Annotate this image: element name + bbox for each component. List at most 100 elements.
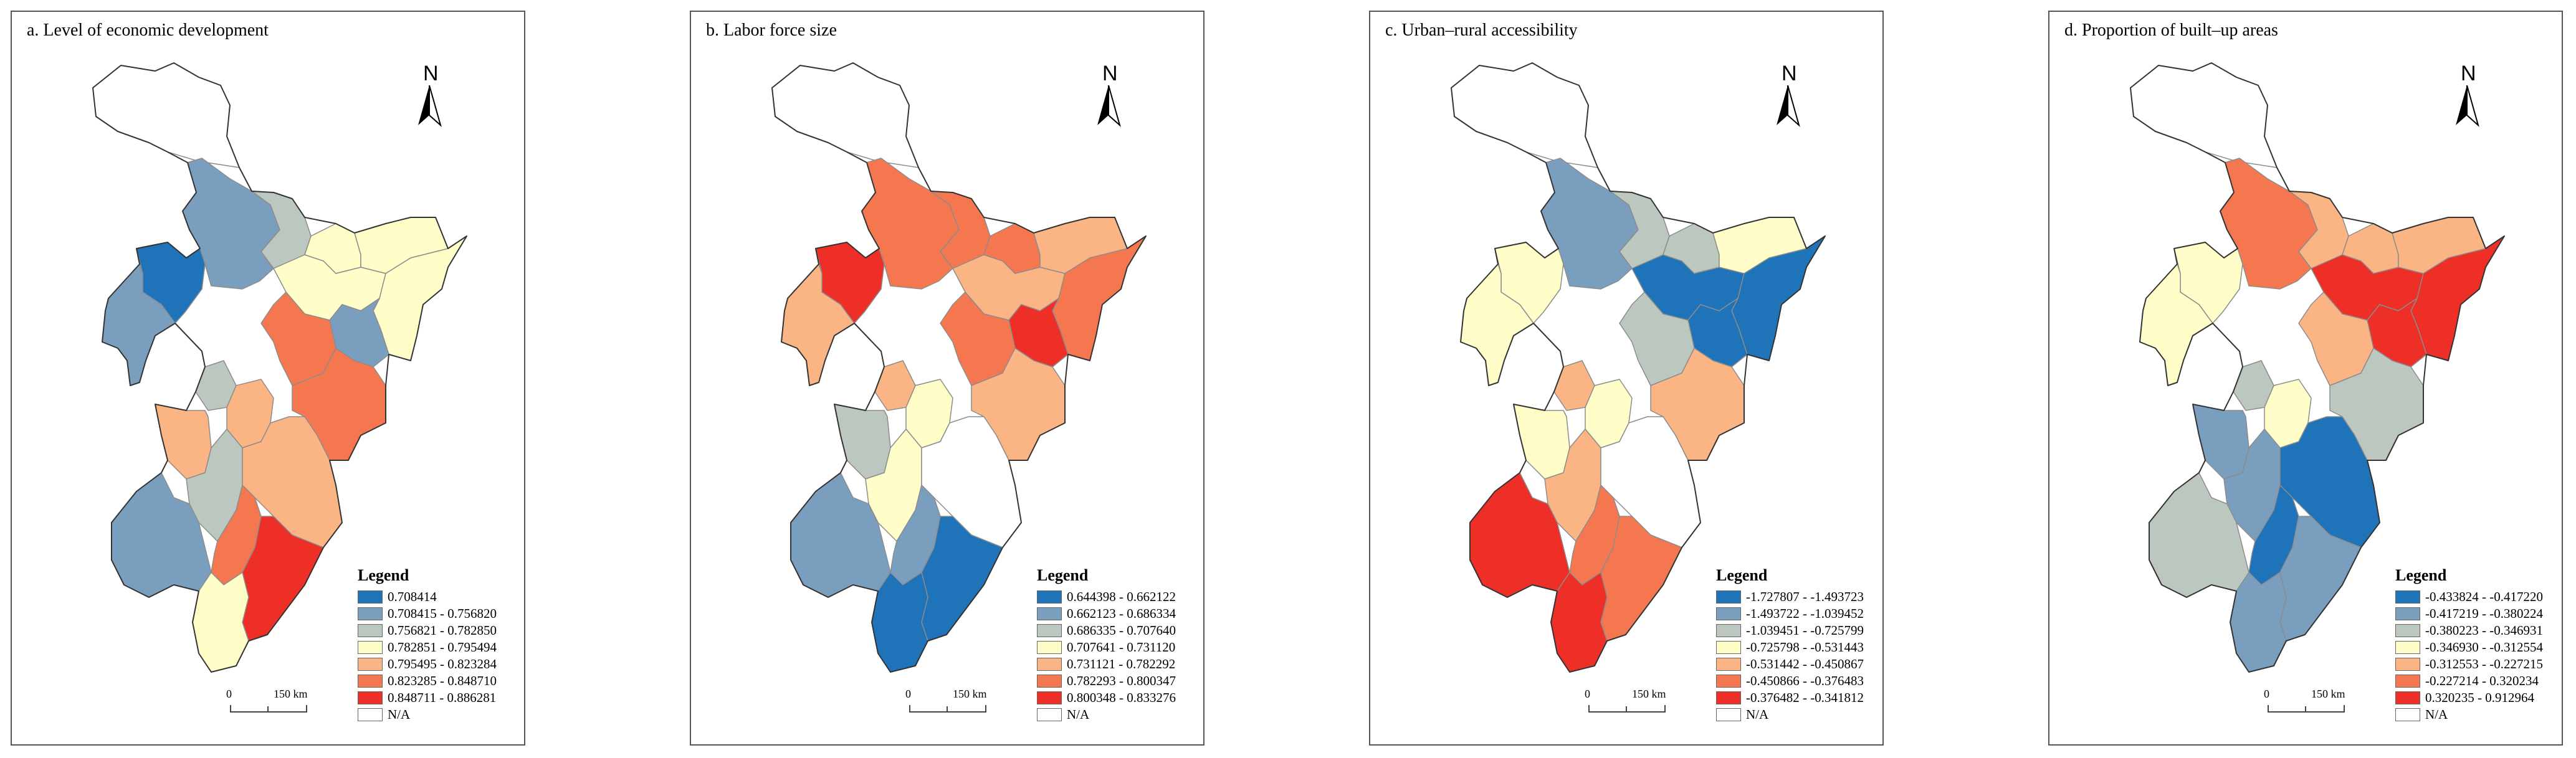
panel-title-c: c. Urban–rural accessibility [1385,21,1578,40]
legend-label: 0.686335 - 0.707640 [1067,623,1176,638]
north-arrow: N [2451,62,2489,143]
legend-label: 0.708415 - 0.756820 [388,606,497,621]
choropleth-map-c [1451,62,1826,673]
legend-item: 0.782293 - 0.800347 [1037,673,1199,689]
legend-item: 0.731121 - 0.782292 [1037,656,1199,673]
legend-swatch [2395,675,2420,688]
legend-label-na: N/A [1746,707,1769,722]
legend-title: Legend [1716,566,1768,584]
legend-swatch-na [2395,708,2420,721]
north-arrow-icon [2456,85,2479,128]
map-outline [92,62,467,673]
scale-distance: 150 km [274,688,308,700]
legend-label: 0.800348 - 0.833276 [1067,690,1176,705]
legend-item: -0.346930 - -0.312554 [2395,639,2557,656]
legend-swatch [1037,624,1062,637]
legend-swatch [2395,658,2420,671]
panel-title-b: b. Labor force size [706,21,837,40]
legend: Legend -0.433824 - -0.417220 -0.417219 -… [2395,566,2557,723]
legend-item: -0.450866 - -0.376483 [1716,673,1878,689]
scale-distance: 150 km [953,688,987,700]
legend-label: -0.450866 - -0.376483 [1746,673,1864,688]
legend-label: -0.227214 - 0.320234 [2425,673,2539,688]
map-outline [1451,62,1826,673]
legend-label: -1.039451 - -0.725799 [1746,623,1864,638]
legend-label: 0.756821 - 0.782850 [388,623,497,638]
legend: Legend 0.708414 0.708415 - 0.756820 0.75… [358,566,520,723]
legend-item: -0.312553 - -0.227215 [2395,656,2557,673]
scale-bar: 0 150 km [1585,688,1738,719]
north-arrow: N [1093,62,1130,143]
legend-item: -1.493722 - -1.039452 [1716,605,1878,622]
legend-swatch [1037,658,1062,671]
legend-item-na: N/A [2395,706,2557,723]
legend-item-na: N/A [1037,706,1199,723]
legend-item: 0.800348 - 0.833276 [1037,689,1199,706]
map-outline [771,62,1147,673]
scale-zero: 0 [226,688,232,700]
legend-item: -0.227214 - 0.320234 [2395,673,2557,689]
legend-swatch [2395,607,2420,620]
legend-title: Legend [358,566,409,584]
legend-item: 0.782851 - 0.795494 [358,639,520,656]
legend-swatch [1716,624,1741,637]
legend-swatch [2395,691,2420,704]
legend-item: -0.433824 - -0.417220 [2395,589,2557,605]
legend-label: 0.823285 - 0.848710 [388,673,497,688]
legend-swatch [1037,590,1062,604]
legend-label: 0.848711 - 0.886281 [388,690,497,705]
legend-label: -1.727807 - -1.493723 [1746,589,1864,604]
legend-item: -1.039451 - -0.725799 [1716,622,1878,639]
legend-item: 0.707641 - 0.731120 [1037,639,1199,656]
legend-swatch [1716,675,1741,688]
north-arrow: N [414,62,451,143]
scale-bar: 0 150 km [2264,688,2417,719]
north-label: N [1102,62,1118,85]
legend-item: 0.823285 - 0.848710 [358,673,520,689]
legend-label: 0.795495 - 0.823284 [388,656,497,671]
north-arrow: N [1772,62,1810,143]
legend-label-na: N/A [1067,707,1090,722]
legend-label: -0.380223 - -0.346931 [2425,623,2543,638]
choropleth-map-a [92,62,467,673]
legend: Legend 0.644398 - 0.662122 0.662123 - 0.… [1037,566,1199,723]
legend-item: 0.756821 - 0.782850 [358,622,520,639]
legend-swatch [1716,607,1741,620]
north-label: N [2461,62,2476,85]
legend-swatch [1716,658,1741,671]
legend-label: -0.417219 - -0.380224 [2425,606,2543,621]
choropleth-map-d [2130,62,2505,673]
legend-item: 0.686335 - 0.707640 [1037,622,1199,639]
legend-swatch [2395,590,2420,604]
scale-distance: 150 km [2311,688,2345,700]
legend-item: 0.662123 - 0.686334 [1037,605,1199,622]
map-outline [2130,62,2505,673]
scale-zero: 0 [905,688,911,700]
north-arrow-icon [1777,85,1800,128]
legend-label: -0.312553 - -0.227215 [2425,656,2543,671]
legend-label: 0.782851 - 0.795494 [388,640,497,655]
scale-distance: 150 km [1632,688,1666,700]
legend-swatch [1037,607,1062,620]
legend-label: -0.433824 - -0.417220 [2425,589,2543,604]
legend-swatch [1716,590,1741,604]
legend-label: 0.708414 [388,589,437,604]
legend-item: -1.727807 - -1.493723 [1716,589,1878,605]
legend-label: -0.346930 - -0.312554 [2425,640,2543,655]
panel-b: b. Labor force size N 0 150 km Legend 0.… [690,11,1205,746]
legend-swatch-na [1716,708,1741,721]
north-arrow-icon [1097,85,1121,128]
legend-swatch [358,658,383,671]
legend-label: -1.493722 - -1.039452 [1746,606,1864,621]
panel-d: d. Proportion of built–up areas N 0 150 … [2048,11,2563,746]
scale-zero: 0 [2264,688,2269,700]
legend-item-na: N/A [358,706,520,723]
legend-swatch-na [1037,708,1062,721]
legend: Legend -1.727807 - -1.493723 -1.493722 -… [1716,566,1878,723]
legend-label-na: N/A [388,707,411,722]
legend-swatch [358,691,383,704]
scale-bar: 0 150 km [226,688,379,719]
legend-swatch [1037,675,1062,688]
legend-item: -0.380223 - -0.346931 [2395,622,2557,639]
legend-item: 0.320235 - 0.912964 [2395,689,2557,706]
